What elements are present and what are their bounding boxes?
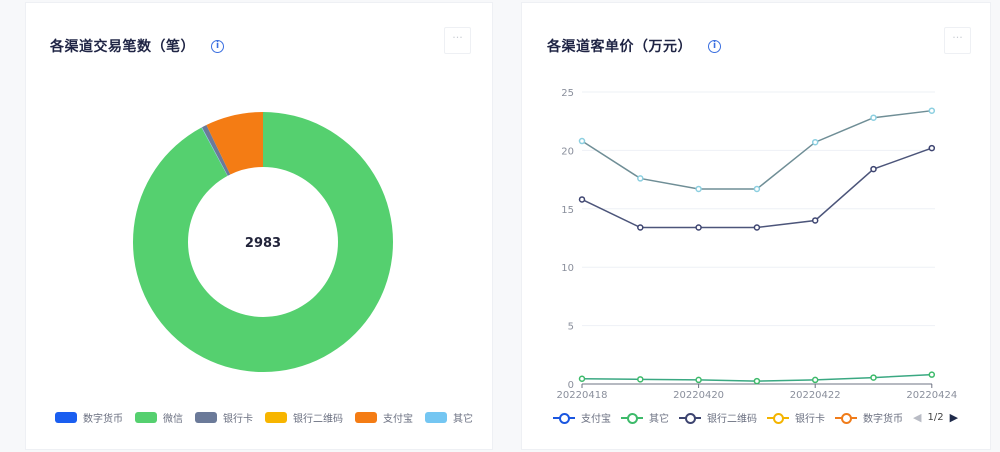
legend-swatch (355, 412, 377, 423)
legend-label: 其它 (453, 414, 473, 425)
legend-prev-page-icon[interactable]: ◀ (913, 411, 922, 424)
legend-item[interactable]: 支付宝 (355, 410, 413, 425)
legend-line-marker-icon (553, 412, 575, 424)
svg-text:25: 25 (561, 88, 574, 99)
legend-label: 微信 (163, 414, 183, 425)
svg-text:0: 0 (568, 380, 574, 391)
legend-swatch (195, 412, 217, 423)
donut-center-total: 2983 (245, 236, 281, 251)
donut-legend: 数字货币 微信 银行卡 银行二维码 支付宝 其它 (55, 410, 485, 425)
data-point[interactable] (811, 376, 819, 384)
legend-swatch (135, 412, 157, 423)
legend-pager: ◀ 1/2 ▶ (913, 411, 958, 424)
transaction-count-card (25, 2, 493, 450)
svg-text:20220420: 20220420 (673, 390, 724, 401)
legend-line-marker-icon (835, 412, 857, 424)
legend-item[interactable]: 微信 (135, 410, 183, 425)
data-point[interactable] (928, 144, 936, 152)
data-point[interactable] (811, 217, 819, 224)
data-point[interactable] (578, 137, 586, 145)
data-point[interactable] (870, 114, 877, 121)
donut-slice-银行卡[interactable] (201, 124, 231, 176)
chart-axes: 0 5 10 15 20 25 20220418 20220420 20220422 202204… (557, 88, 958, 401)
legend-label: 银行卡 (795, 414, 825, 425)
svg-text:20: 20 (561, 146, 574, 157)
legend-label: 支付宝 (383, 414, 413, 425)
legend-label: 支付宝 (581, 414, 611, 425)
donut-slice-其它[interactable] (201, 127, 228, 176)
data-point[interactable] (870, 165, 877, 173)
chart-grid (582, 91, 935, 327)
info-circle-icon[interactable]: i (708, 40, 721, 53)
legend-item[interactable]: 银行二维码 (679, 410, 757, 425)
svg-text:20220418: 20220418 (557, 390, 608, 401)
data-point[interactable] (870, 374, 877, 381)
legend-label: 数字货币 (863, 414, 903, 425)
data-point[interactable] (695, 185, 702, 193)
svg-text:15: 15 (561, 205, 574, 216)
data-point[interactable] (753, 224, 761, 231)
info-circle-icon[interactable]: i (211, 40, 224, 53)
donut-slice-微信[interactable] (133, 112, 394, 372)
svg-text:20220422: 20220422 (790, 390, 841, 401)
data-point[interactable] (753, 185, 761, 193)
legend-item[interactable]: 其它 (621, 410, 669, 425)
legend-line-marker-icon (679, 412, 701, 424)
data-point[interactable] (695, 376, 702, 384)
more-options-button[interactable]: ··· (944, 27, 971, 54)
svg-text:5: 5 (568, 322, 574, 333)
legend-swatch (425, 412, 447, 423)
data-point[interactable] (928, 107, 936, 114)
legend-line-marker-icon (767, 412, 789, 424)
legend-item[interactable]: 银行卡 (195, 410, 253, 425)
legend-swatch (55, 412, 77, 423)
donut-chart: 2983 (133, 112, 394, 372)
donut-slice-支付宝[interactable] (206, 112, 263, 175)
unit-price-title: 各渠道客单价（万元） (547, 39, 692, 55)
data-point[interactable] (753, 377, 761, 385)
transaction-count-title: 各渠道交易笔数（笔） (50, 39, 195, 55)
legend-label: 数字货币 (83, 414, 123, 425)
line-legend: 支付宝 其它 银行二维码 银行卡 数字货币 ◀ 1/2 ▶ (553, 410, 958, 425)
legend-item[interactable]: 银行二维码 (265, 410, 343, 425)
legend-item[interactable]: 数字货币 (55, 410, 123, 425)
legend-label: 其它 (649, 414, 669, 425)
legend-label: 银行二维码 (293, 414, 343, 425)
data-point[interactable] (578, 375, 586, 382)
legend-line-marker-icon (621, 412, 643, 424)
svg-text:20220424: 20220424 (906, 390, 957, 401)
data-point[interactable] (637, 224, 644, 231)
data-point[interactable] (578, 196, 586, 203)
data-point[interactable] (811, 138, 819, 146)
data-point[interactable] (695, 224, 702, 231)
legend-page-indicator: 1/2 (927, 412, 944, 423)
legend-item[interactable]: 数字货币 (835, 410, 903, 425)
legend-label: 银行二维码 (707, 414, 757, 425)
legend-item[interactable]: 其它 (425, 410, 473, 425)
more-options-button[interactable]: ··· (444, 27, 471, 54)
chart-lines[interactable] (578, 107, 936, 385)
donut-slices[interactable] (133, 112, 394, 372)
legend-item[interactable]: 银行卡 (767, 410, 825, 425)
series-line-微信[interactable] (581, 109, 932, 190)
data-point[interactable] (637, 175, 644, 182)
svg-text:10: 10 (561, 263, 574, 274)
data-point[interactable] (637, 376, 644, 383)
legend-label: 银行卡 (223, 414, 253, 425)
data-point[interactable] (928, 371, 936, 378)
legend-swatch (265, 412, 287, 423)
legend-item[interactable]: 支付宝 (553, 410, 611, 425)
legend-next-page-icon[interactable]: ▶ (949, 411, 959, 424)
